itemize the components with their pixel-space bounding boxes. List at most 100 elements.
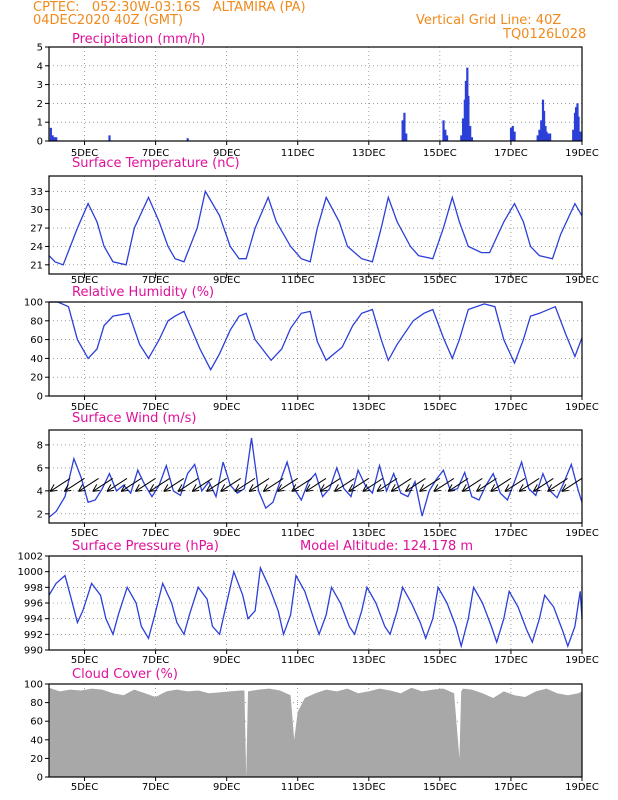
temp-xtick-label: 5DEC [71,275,98,286]
wind-arrow-head [92,484,100,492]
wind-arrow-head [333,484,342,492]
precip-bar [108,135,111,141]
header-grid-note: Vertical Grid Line: 40Z [416,13,562,28]
wind-arrow [305,477,327,492]
wind-arrow [234,477,256,492]
wind-xtick-label: 5DEC [71,528,98,539]
rh-frame [48,301,583,397]
wind-arrow [277,477,298,492]
wind-arrow [476,477,497,492]
cloud-xtick-label: 15DEC [423,782,457,793]
wind-arrow-head [262,484,271,492]
pressure-frame [48,555,583,651]
cloud-xtick-label: 9DEC [213,782,240,793]
wind-xtick-label: 11DEC [281,528,315,539]
wind-xtick-label: 9DEC [213,528,240,539]
precip-bar [55,137,58,141]
precip-ytick-label: 3 [37,80,43,91]
cloud-ytick-label: 40 [30,735,43,746]
wind-arrow-head [163,484,171,492]
precip-xtick-label: 13DEC [352,148,386,159]
temp-ytick-label: 27 [30,224,43,235]
wind-arrow [248,477,270,492]
rh-xtick-label: 5DEC [71,402,98,413]
precip-frame [48,46,583,142]
wind-arrow-head [149,484,157,492]
pressure-ytick-label: 994 [24,614,43,625]
wind-arrow-head [248,484,257,492]
precip-bar [467,95,470,141]
wind-arrow [490,477,511,492]
wind-arrow-head [277,484,285,492]
wind-ytick-label: 2 [37,509,43,520]
wind-frame [48,429,583,524]
pressure-xtick-label: 9DEC [213,655,240,666]
precip-xtick-label: 19DEC [565,148,599,159]
precip-bar [470,137,474,141]
precip-ytick-label: 2 [37,99,43,110]
pressure-xtick-label: 7DEC [142,655,169,666]
temp-xtick-label: 9DEC [213,275,240,286]
wind-arrow [206,477,227,492]
rh-series-line [49,301,583,372]
cloud-frame [48,683,583,778]
pressure-xtick-label: 11DEC [281,655,315,666]
precip-bar [536,135,539,141]
wind-arrow-head [78,484,86,492]
wind-arrow [149,477,170,492]
header-code: TQ0126L028 [503,27,587,42]
rh-xtick-label: 17DEC [494,402,528,413]
wind-arrow [348,477,369,492]
precip-xtick-label: 15DEC [423,148,457,159]
precip-bar [51,135,54,141]
precip-ytick-label: 1 [37,118,43,129]
wind-arrow [462,477,483,492]
precip-xtick-label: 7DEC [142,148,169,159]
temp-xtick-label: 13DEC [352,275,386,286]
pressure-ytick-label: 1002 [18,552,43,563]
precip-bar [464,80,468,141]
wind-arrow-head [447,484,456,492]
precip-bar [549,133,552,141]
pressure-series-line [48,565,583,649]
precip-bar [574,107,578,141]
wind-ytick-label: 8 [37,440,43,451]
temp-xtick-label: 7DEC [142,275,169,286]
wind-arrow-head [106,484,115,492]
precip-ytick-label: 4 [37,61,43,72]
wind-arrow [362,477,384,492]
rh-xtick-label: 15DEC [423,402,457,413]
precip-xtick-label: 5DEC [71,148,98,159]
wind-arrow-head [362,484,370,492]
wind-arrow-head [319,484,328,492]
wind-arrow [518,477,540,492]
wind-xtick-label: 15DEC [423,528,457,539]
wind-arrow [533,477,554,492]
wind-arrow [191,477,213,492]
wind-arrow-head [120,484,129,492]
precip-bar [547,133,550,141]
wind-arrow-head [433,484,441,492]
wind-arrow [177,477,199,492]
precip-bar [572,129,575,141]
cloud-title: Cloud Cover (%) [72,667,178,682]
temp-xtick-label: 11DEC [281,275,315,286]
temp-ytick-label: 24 [30,242,43,253]
temp-xtick-label: 15DEC [423,275,457,286]
precip-bar [401,120,404,141]
wind-arrow-head [305,484,314,492]
wind-arrow-head [177,484,186,492]
cloud-xtick-label: 7DEC [142,782,169,793]
temp-xtick-label: 17DEC [494,275,528,286]
wind-arrow [263,477,284,492]
precip-bar [469,125,472,141]
precip-bar [538,129,541,141]
wind-arrow-head [390,484,399,492]
cloud-xtick-label: 17DEC [494,782,528,793]
precip-bar [444,129,447,141]
precip-xtick-label: 11DEC [281,148,315,159]
wind-arrow [49,477,71,492]
rh-ytick-label: 80 [30,316,43,327]
pressure-xtick-label: 13DEC [352,655,386,666]
wind-arrow-head [134,484,143,492]
